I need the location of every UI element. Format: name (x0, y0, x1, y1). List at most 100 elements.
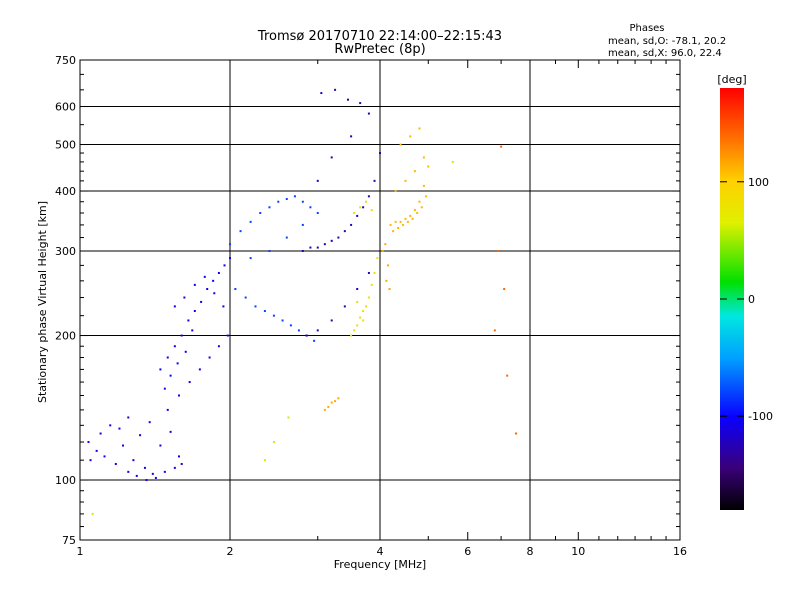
data-point (404, 179, 407, 182)
data-point (244, 296, 247, 299)
data-point (376, 257, 379, 260)
data-point (127, 470, 130, 473)
data-point (515, 432, 518, 435)
data-point (309, 206, 312, 209)
data-point (159, 368, 162, 371)
data-point (193, 309, 196, 312)
y-axis-label: Stationary phase Virtual Height [km] (36, 201, 49, 403)
data-point (343, 230, 346, 233)
data-point (122, 444, 125, 447)
data-point (135, 474, 138, 477)
data-point (503, 288, 506, 291)
data-point (249, 257, 252, 260)
data-point (422, 184, 425, 187)
data-point (277, 200, 280, 203)
data-point (427, 165, 430, 168)
data-point (365, 305, 368, 308)
data-point (323, 243, 326, 246)
data-point (87, 441, 90, 444)
x-tick-label: 6 (464, 545, 471, 558)
data-point (143, 466, 146, 469)
data-point (217, 271, 220, 274)
data-point (166, 356, 169, 359)
colorbar: [deg] 100 0 -100 (717, 73, 773, 510)
colorbar-label: [deg] (717, 73, 746, 86)
data-point (370, 209, 373, 212)
data-point (337, 236, 340, 239)
grid-lines (80, 60, 680, 540)
data-point (337, 397, 340, 400)
data-point (166, 408, 169, 411)
data-point (180, 462, 183, 465)
data-point (187, 319, 190, 322)
x-axis: 1 2 4 6 8 10 16 (77, 60, 687, 558)
data-point (451, 160, 454, 163)
data-point (330, 156, 333, 159)
data-point (404, 217, 407, 220)
data-point (330, 401, 333, 404)
data-point (379, 152, 381, 155)
data-point (154, 476, 157, 479)
legend-line-o: mean, sd,O: -78.1, 20.2 (608, 36, 726, 47)
data-point (409, 135, 412, 138)
data-point (399, 143, 402, 146)
data-point (330, 319, 333, 322)
y-tick-label: 75 (62, 534, 76, 547)
data-point (365, 200, 368, 203)
data-point (198, 368, 201, 371)
data-point (151, 472, 154, 475)
data-point (392, 230, 395, 233)
legend-box: Phases mean, sd,O: -78.1, 20.2 mean, sd,… (608, 23, 726, 59)
data-point (381, 250, 384, 253)
data-point (367, 112, 370, 115)
data-point (263, 459, 266, 462)
data-point (213, 292, 216, 295)
data-point (287, 416, 290, 419)
data-point (285, 198, 288, 201)
data-point (99, 432, 102, 435)
data-point (411, 217, 414, 220)
data-point (254, 305, 257, 308)
data-point (177, 455, 180, 458)
data-point (367, 271, 370, 274)
colorbar-tick-label: -100 (748, 410, 773, 423)
data-point (289, 324, 292, 327)
data-point (239, 230, 242, 233)
data-point (425, 195, 428, 198)
data-point (103, 455, 106, 458)
data-point (413, 209, 416, 212)
data-point (222, 305, 225, 308)
data-point (203, 275, 206, 278)
legend-line-x: mean, sd,X: 96.0, 22.4 (608, 48, 722, 59)
data-point (212, 279, 215, 282)
colorbar-tick-label: 100 (748, 176, 769, 189)
x-tick-label: 1 (77, 545, 84, 558)
data-point (316, 329, 319, 332)
data-point (422, 156, 425, 159)
data-point (334, 88, 337, 91)
data-point (200, 300, 203, 303)
data-point (127, 416, 130, 419)
y-tick-label: 400 (55, 185, 76, 198)
data-point (169, 374, 172, 377)
data-point (159, 444, 162, 447)
y-tick-label: 200 (55, 330, 76, 343)
data-point (359, 206, 362, 209)
data-point (95, 449, 98, 452)
data-point (301, 200, 304, 203)
data-point (91, 512, 94, 515)
data-point (385, 279, 388, 282)
data-point (409, 214, 412, 217)
data-point (356, 214, 359, 217)
data-point (184, 350, 187, 353)
legend-title: Phases (629, 23, 664, 34)
data-point (163, 470, 166, 473)
x-tick-label: 4 (377, 545, 384, 558)
data-point (191, 329, 194, 332)
data-point (313, 339, 316, 342)
data-point (193, 283, 196, 286)
data-point (208, 356, 211, 359)
data-point (359, 102, 362, 105)
data-point (356, 288, 359, 291)
